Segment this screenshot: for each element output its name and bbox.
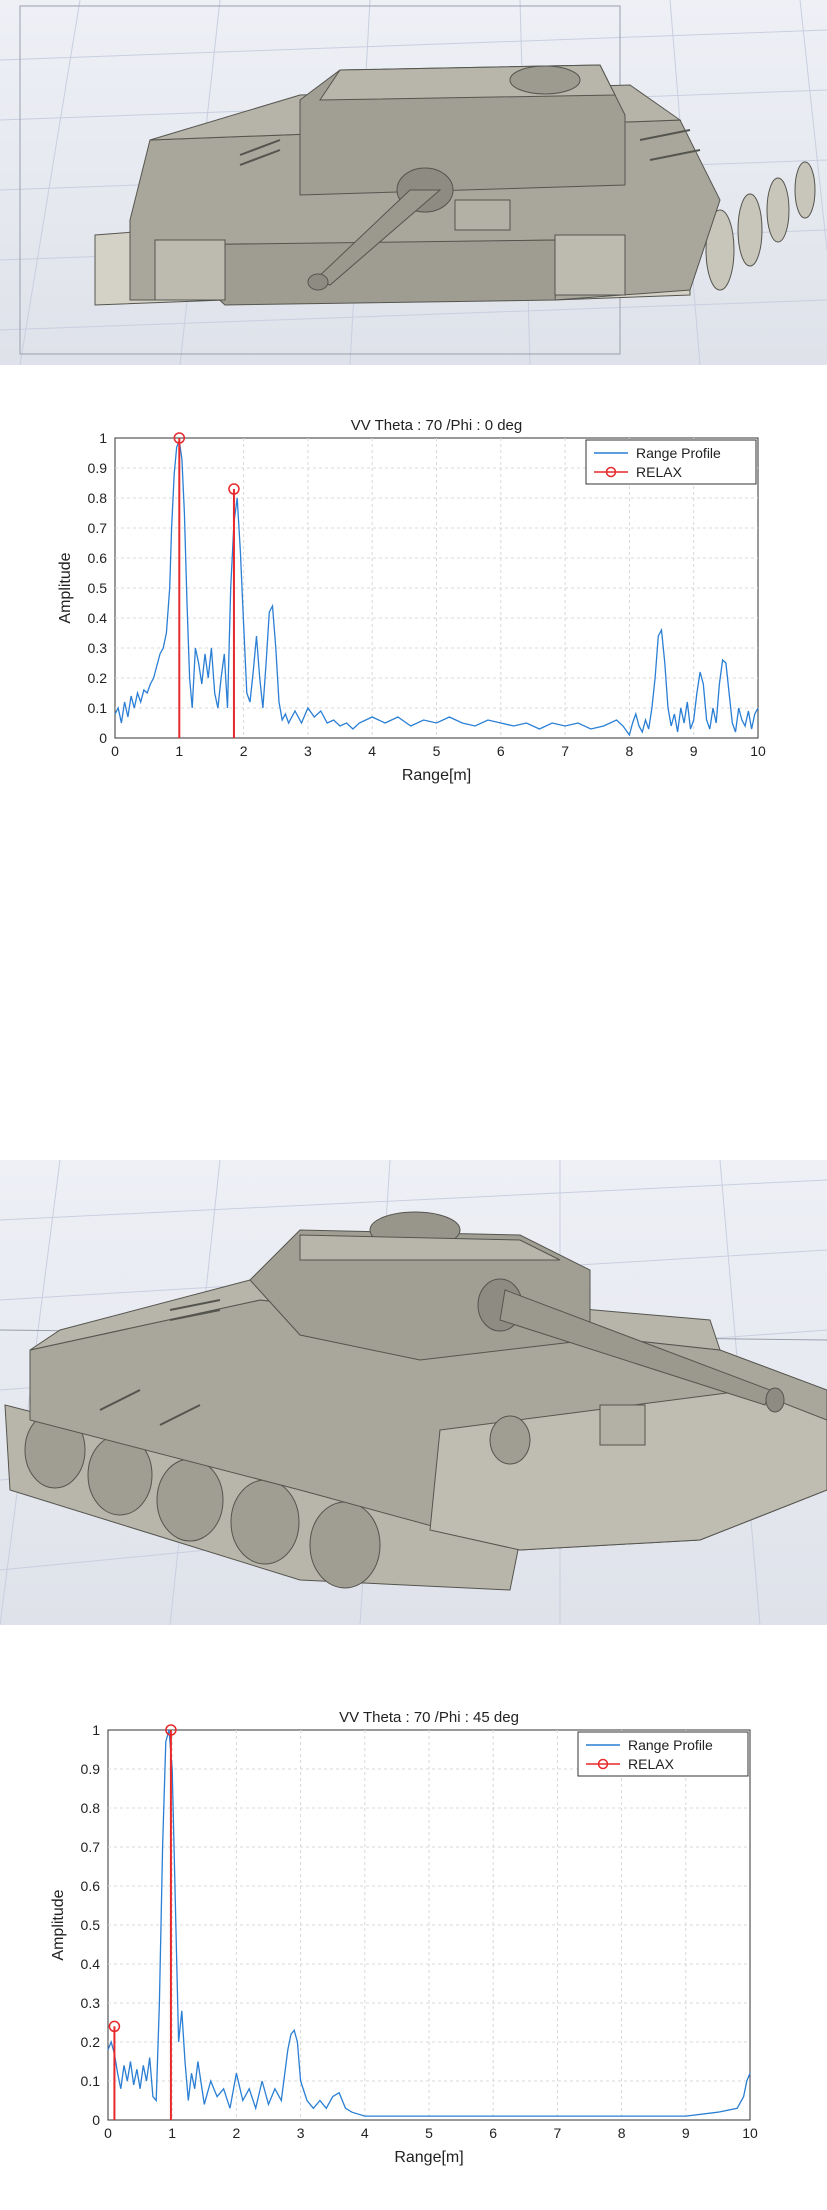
x-tick-label: 8 (618, 2125, 626, 2141)
x-tick-label: 9 (690, 743, 698, 759)
y-tick-label: 0.1 (88, 700, 108, 716)
x-tick-label: 1 (175, 743, 183, 759)
relax-point (165, 1724, 177, 1736)
x-tick-label: 8 (626, 743, 634, 759)
legend-range-profile-label: Range Profile (628, 1737, 713, 1753)
range-profile-chart-phi-0: VV Theta : 70 /Phi : 0 deg 0 1 2 3 4 5 6 7 8 9 10 0 0… (57, 417, 766, 784)
x-tick-label: 10 (750, 743, 766, 759)
chart-phi-45-panel: VV Theta : 70 /Phi : 45 deg 0 1 2 3 4 5 6 7 8 9 10 0… (0, 1700, 827, 2210)
legend-relax-marker (605, 466, 617, 478)
y-tick-label: 0.4 (88, 610, 108, 626)
y-tick-label: 0.5 (88, 580, 108, 596)
y-tick-label: 0.3 (88, 640, 108, 656)
y-axis-label: Amplitude (57, 552, 74, 623)
x-tick-label: 7 (561, 743, 569, 759)
range-profile-line (107, 1729, 751, 2117)
y-tick-label: 0.6 (81, 1878, 101, 1894)
x-tick-label: 7 (554, 2125, 562, 2141)
y-tick-label: 0.2 (81, 2034, 101, 2050)
x-tick-label: 2 (240, 743, 248, 759)
x-tick-label: 4 (361, 2125, 369, 2141)
x-tick-label: 4 (368, 743, 376, 759)
x-tick-label: 0 (111, 743, 119, 759)
y-tick-label: 0 (99, 730, 107, 746)
y-tick-label: 0.4 (81, 1956, 101, 1972)
x-tick-label: 1 (168, 2125, 176, 2141)
y-tick-label: 1 (92, 1722, 100, 1738)
y-tick-label: 0.3 (81, 1995, 101, 2011)
x-tick-label: 9 (682, 2125, 690, 2141)
x-tick-label: 3 (297, 2125, 305, 2141)
y-tick-label: 0.7 (81, 1839, 101, 1855)
y-tick-label: 0.6 (88, 550, 108, 566)
range-profile-line (114, 438, 759, 737)
tank-oblique-view-icon (0, 1160, 827, 1625)
x-tick-label: 6 (497, 743, 505, 759)
y-tick-label: 0.9 (88, 460, 108, 476)
x-tick-label: 5 (433, 743, 441, 759)
y-tick-label: 0.1 (81, 2073, 101, 2089)
y-tick-label: 0.2 (88, 670, 108, 686)
x-tick-label: 6 (489, 2125, 497, 2141)
x-tick-label: 0 (104, 2125, 112, 2141)
x-tick-label: 10 (742, 2125, 758, 2141)
y-tick-label: 0.8 (88, 490, 108, 506)
x-tick-label: 2 (233, 2125, 241, 2141)
legend-box (577, 1731, 749, 1777)
chart-phi-0-panel: VV Theta : 70 /Phi : 0 deg 0 1 2 3 4 5 6 7 8 9 10 0 0… (0, 408, 827, 1108)
y-axis-label: Amplitude (50, 1889, 67, 1960)
y-tick-label: 0.8 (81, 1800, 101, 1816)
x-axis-label: Range[m] (402, 767, 471, 784)
tank-front-scene (0, 0, 827, 365)
relax-point (228, 483, 240, 495)
y-tick-label: 0.5 (81, 1917, 101, 1933)
legend-relax-label: RELAX (636, 464, 683, 480)
y-tick-label: 1 (99, 430, 107, 446)
legend-box (585, 439, 757, 485)
legend-range-profile-label: Range Profile (636, 445, 721, 461)
relax-point (173, 432, 186, 444)
chart-title: VV Theta : 70 /Phi : 45 deg (339, 1709, 519, 1726)
y-tick-label: 0 (92, 2112, 100, 2128)
x-tick-label: 5 (425, 2125, 433, 2141)
y-tick-label: 0.9 (81, 1761, 101, 1777)
legend-relax-marker (597, 1758, 609, 1770)
tank-oblique-scene (0, 1160, 827, 1625)
y-tick-label: 0.7 (88, 520, 108, 536)
tank-front-view-icon (0, 0, 827, 365)
legend-relax-label: RELAX (628, 1756, 675, 1772)
chart-title: VV Theta : 70 /Phi : 0 deg (351, 417, 523, 434)
relax-point (108, 2020, 121, 2033)
x-axis-label: Range[m] (394, 2149, 463, 2166)
x-tick-label: 3 (304, 743, 312, 759)
